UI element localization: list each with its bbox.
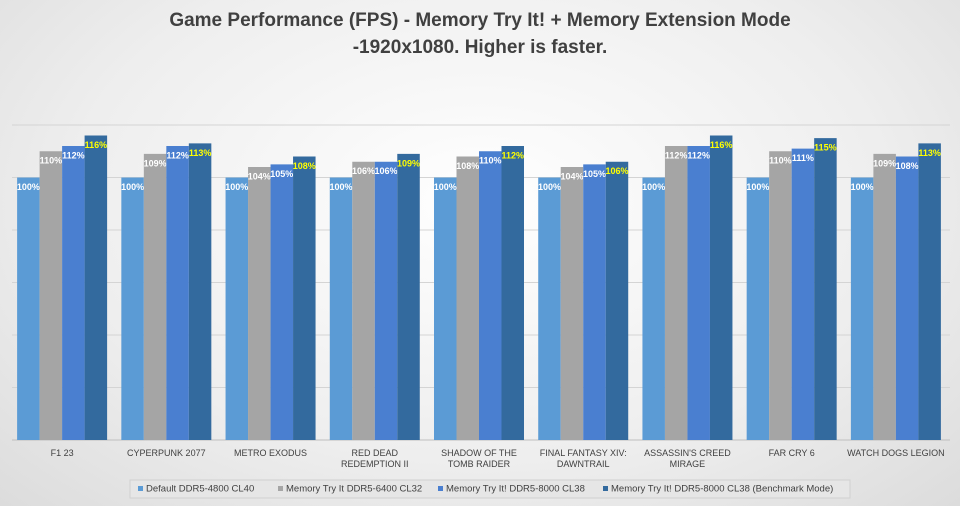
value-label: 112% bbox=[501, 150, 524, 160]
value-label: 106% bbox=[375, 166, 398, 176]
bar bbox=[746, 177, 770, 440]
legend-label: Memory Try It DDR5-6400 CL32 bbox=[286, 484, 422, 495]
x-tick-label: SHADOW OF THE TOMB RAIDER bbox=[441, 448, 517, 469]
bar bbox=[270, 164, 294, 440]
value-label: 106% bbox=[352, 166, 375, 176]
bar bbox=[434, 177, 457, 440]
bar bbox=[918, 143, 941, 440]
bar bbox=[791, 148, 815, 440]
bar bbox=[329, 177, 353, 440]
value-label: 112% bbox=[166, 150, 189, 160]
x-tick-label: RED DEAD REDEMPTION II bbox=[341, 448, 409, 469]
value-label: 109% bbox=[397, 158, 420, 168]
bar bbox=[225, 177, 249, 440]
value-label: 110% bbox=[769, 156, 792, 166]
bar bbox=[39, 151, 63, 440]
value-label: 110% bbox=[479, 156, 502, 166]
bar bbox=[121, 177, 144, 440]
legend-swatch bbox=[438, 486, 443, 491]
bar bbox=[895, 156, 919, 440]
legend-label: Memory Try It! DDR5-8000 CL38 (Benchmark… bbox=[611, 484, 833, 495]
value-label: 100% bbox=[851, 182, 874, 192]
value-label: 112% bbox=[687, 150, 710, 160]
x-tick-label: FAR CRY 6 bbox=[768, 448, 815, 458]
legend-swatch bbox=[138, 486, 143, 491]
value-label: 106% bbox=[605, 166, 628, 176]
bar bbox=[709, 135, 733, 440]
bar bbox=[479, 151, 502, 440]
value-label: 100% bbox=[642, 182, 665, 192]
value-label: 100% bbox=[17, 182, 40, 192]
bar bbox=[293, 156, 316, 440]
value-label: 116% bbox=[710, 140, 733, 150]
bar bbox=[84, 135, 108, 440]
value-label: 100% bbox=[746, 182, 769, 192]
bar bbox=[873, 153, 896, 440]
value-label: 108% bbox=[896, 161, 919, 171]
bar bbox=[62, 146, 85, 440]
bar bbox=[850, 177, 874, 440]
value-label: 113% bbox=[189, 148, 212, 158]
bar bbox=[538, 177, 561, 440]
value-label: 105% bbox=[583, 169, 606, 179]
x-tick-label: F1 23 bbox=[50, 448, 74, 458]
bar bbox=[166, 146, 189, 440]
legend-swatch bbox=[278, 486, 283, 491]
value-label: 100% bbox=[434, 182, 457, 192]
legend-swatch bbox=[603, 486, 608, 491]
value-label: 108% bbox=[456, 161, 479, 171]
x-tick-label: FINAL FANTASY XIV: DAWNTRAIL bbox=[539, 448, 627, 469]
legend-label: Default DDR5-4800 CL40 bbox=[146, 484, 254, 495]
bar bbox=[352, 161, 375, 440]
chart-subtitle: -1920x1080. Higher is faster. bbox=[353, 37, 608, 58]
bar bbox=[583, 164, 606, 440]
value-label: 105% bbox=[270, 169, 293, 179]
bar bbox=[642, 177, 665, 440]
bar bbox=[664, 146, 688, 440]
value-label: 104% bbox=[560, 171, 583, 181]
bar bbox=[17, 177, 40, 440]
value-label: 104% bbox=[248, 171, 271, 181]
value-label: 108% bbox=[293, 161, 316, 171]
legend-label: Memory Try It! DDR5-8000 CL38 bbox=[446, 484, 585, 495]
legend-box bbox=[129, 479, 851, 499]
value-label: 110% bbox=[40, 156, 63, 166]
bar bbox=[456, 156, 479, 440]
bar bbox=[769, 151, 792, 440]
value-label: 100% bbox=[121, 182, 144, 192]
x-tick-label: ASSASSIN'S CREED MIRAGE bbox=[644, 448, 731, 469]
bar bbox=[188, 143, 212, 440]
bar bbox=[560, 167, 584, 440]
x-tick-label: WATCH DOGS LEGION bbox=[847, 448, 945, 458]
value-label: 109% bbox=[144, 158, 167, 168]
bar bbox=[397, 153, 420, 440]
value-label: 112% bbox=[665, 150, 688, 160]
value-label: 100% bbox=[225, 182, 248, 192]
bar bbox=[501, 146, 524, 440]
value-label: 100% bbox=[538, 182, 561, 192]
value-label: 100% bbox=[330, 182, 353, 192]
bar bbox=[248, 167, 271, 440]
value-label: 109% bbox=[873, 158, 896, 168]
bar bbox=[605, 161, 629, 440]
chart-title: Game Performance (FPS) - Memory Try It! … bbox=[169, 10, 790, 31]
x-tick-label: METRO EXODUS bbox=[234, 448, 308, 458]
bar bbox=[814, 138, 837, 440]
value-label: 116% bbox=[85, 140, 108, 150]
value-label: 111% bbox=[792, 153, 814, 163]
bar bbox=[374, 161, 398, 440]
value-label: 115% bbox=[814, 143, 837, 153]
value-label: 112% bbox=[62, 150, 85, 160]
x-tick-label: CYPERPUNK 2077 bbox=[127, 448, 206, 458]
value-label: 113% bbox=[918, 148, 941, 158]
bar bbox=[687, 146, 710, 440]
bar bbox=[143, 153, 167, 440]
